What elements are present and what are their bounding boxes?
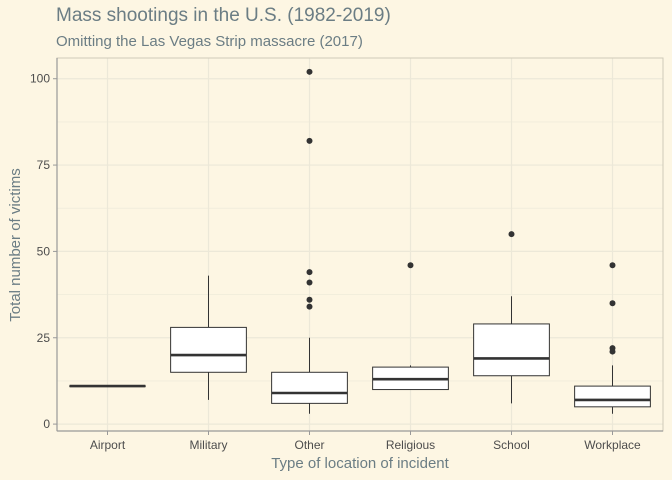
x-tick-label: Other (294, 438, 324, 452)
outlier-point (306, 137, 313, 144)
box-school (473, 231, 550, 404)
y-tick-label: 100 (30, 72, 50, 86)
outlier-point (306, 279, 313, 286)
chart-subtitle: Omitting the Las Vegas Strip massacre (2… (56, 33, 363, 50)
plot-panel (57, 58, 663, 431)
iqr-box (473, 323, 550, 377)
outlier-point (609, 262, 616, 269)
x-tick-label: Workplace (584, 438, 641, 452)
x-tick-label: Airport (90, 438, 126, 452)
outlier-point (508, 231, 515, 238)
iqr-box (170, 326, 247, 373)
grid-lines (57, 58, 663, 431)
x-tick-label: Religious (386, 438, 435, 452)
x-tick-label: School (493, 438, 530, 452)
axes: 0 25 50 75 100 Airport Military Other Religious S… (30, 57, 664, 452)
outlier-point (306, 303, 313, 310)
x-tick-label: Military (190, 438, 228, 452)
outlier-point (306, 68, 313, 75)
iqr-box (271, 371, 348, 404)
y-tick-label: 75 (37, 158, 51, 172)
outlier-point (407, 262, 414, 269)
box-other (271, 68, 348, 414)
y-tick-label: 50 (37, 244, 51, 258)
boxes (69, 68, 651, 414)
y-axis-title: Total number of victims (7, 168, 24, 321)
outlier-point (306, 269, 313, 276)
box-workplace (574, 262, 651, 414)
outlier-point (306, 296, 313, 303)
box-military (170, 275, 247, 400)
box-religious (372, 262, 449, 391)
y-tick-label: 0 (43, 417, 50, 431)
x-axis-title: Type of location of incident (271, 455, 449, 472)
y-tick-label: 25 (37, 331, 51, 345)
outlier-point (609, 300, 616, 307)
chart-title: Mass shootings in the U.S. (1982-2019) (56, 5, 391, 26)
iqr-box (574, 385, 651, 408)
outlier-point (609, 345, 616, 352)
